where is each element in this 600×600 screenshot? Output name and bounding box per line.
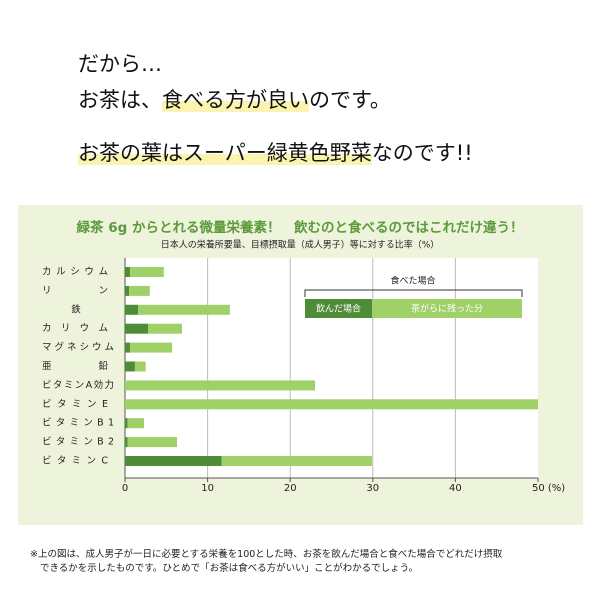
bar-segment <box>129 267 164 277</box>
bar-segment <box>125 399 538 410</box>
x-tick-label: 0 <box>122 483 128 494</box>
legend-title: 食べた場合 <box>390 275 435 287</box>
bar-segment <box>148 323 182 334</box>
plot-area <box>125 258 538 478</box>
y-tick-label: ビタミンB1 <box>42 418 114 429</box>
legend-label: 茶がらに残った分 <box>411 303 483 315</box>
heading-part: なのです!! <box>371 141 473 165</box>
y-tick-label: ビタミンC <box>42 456 108 467</box>
y-tick-label: ビタミンB2 <box>42 437 114 448</box>
heading-line: お茶は、食べる方が良いのです。 <box>78 84 391 114</box>
x-tick-label: 40 <box>449 483 462 494</box>
bar-segment <box>125 380 315 391</box>
bar-segment <box>134 361 146 372</box>
x-tick-label: 20 <box>284 483 297 494</box>
bar-segment <box>125 304 139 315</box>
bar-segment <box>221 456 372 466</box>
heading-line: お茶の葉はスーパー緑黄色野菜なのです!! <box>78 137 473 167</box>
bar-segment <box>127 437 178 448</box>
bar-segment <box>129 285 150 296</box>
x-tick-label: 10 <box>201 483 214 494</box>
bar-segment <box>125 285 130 296</box>
heading-highlight: お茶の葉はスーパー緑黄色野菜 <box>78 141 372 165</box>
legend-bracket <box>304 289 523 297</box>
bar-segment <box>129 342 173 353</box>
y-tick-label: ビタミンE <box>42 399 108 410</box>
bar-segment <box>125 456 222 466</box>
heading-line: だから… <box>78 52 162 76</box>
bar-segment <box>125 267 130 277</box>
legend-swatch <box>372 299 522 318</box>
legend-swatch <box>305 299 372 318</box>
chart-title: 緑茶 6g からとれる微量栄養素！ 飲むのと食べるのではこれだけ違う！ <box>77 219 524 236</box>
y-tick-label: カルシウム <box>42 267 108 278</box>
bar-segment <box>125 418 128 429</box>
chart: 緑茶 6g からとれる微量栄養素！ 飲むのと食べるのではこれだけ違う！ 日本人の… <box>18 205 583 525</box>
footnote: ※上の図は、成人男子が一日に必要とする栄養を100とした時、お茶を飲んだ場合と食… <box>30 549 503 560</box>
heading-part: お茶は、 <box>78 88 162 112</box>
bar-segment <box>125 361 135 372</box>
legend-label: 飲んだ場合 <box>316 303 361 315</box>
heading-highlight: 食べる方が良い <box>162 88 309 112</box>
heading-part: のです。 <box>309 88 391 112</box>
y-tick-label: ビタミンA効力 <box>42 379 114 391</box>
bar-segment <box>125 437 128 448</box>
footnote: できるかを示したものです。ひとめで「お茶は食べる方がいい」ことがわかるでしょう。 <box>40 563 419 574</box>
x-tick-label: 30 <box>366 483 379 494</box>
y-tick-label: 鉄 <box>71 303 81 315</box>
bar-segment <box>125 323 149 334</box>
bar-segment <box>138 304 230 315</box>
bar-segment <box>127 418 144 429</box>
bar-segment <box>125 342 130 353</box>
chart-subtitle: 日本人の栄養所要量、目標摂取量（成人男子）等に対する比率（%） <box>161 239 440 251</box>
x-tick-label: 50 (%) <box>532 483 565 494</box>
